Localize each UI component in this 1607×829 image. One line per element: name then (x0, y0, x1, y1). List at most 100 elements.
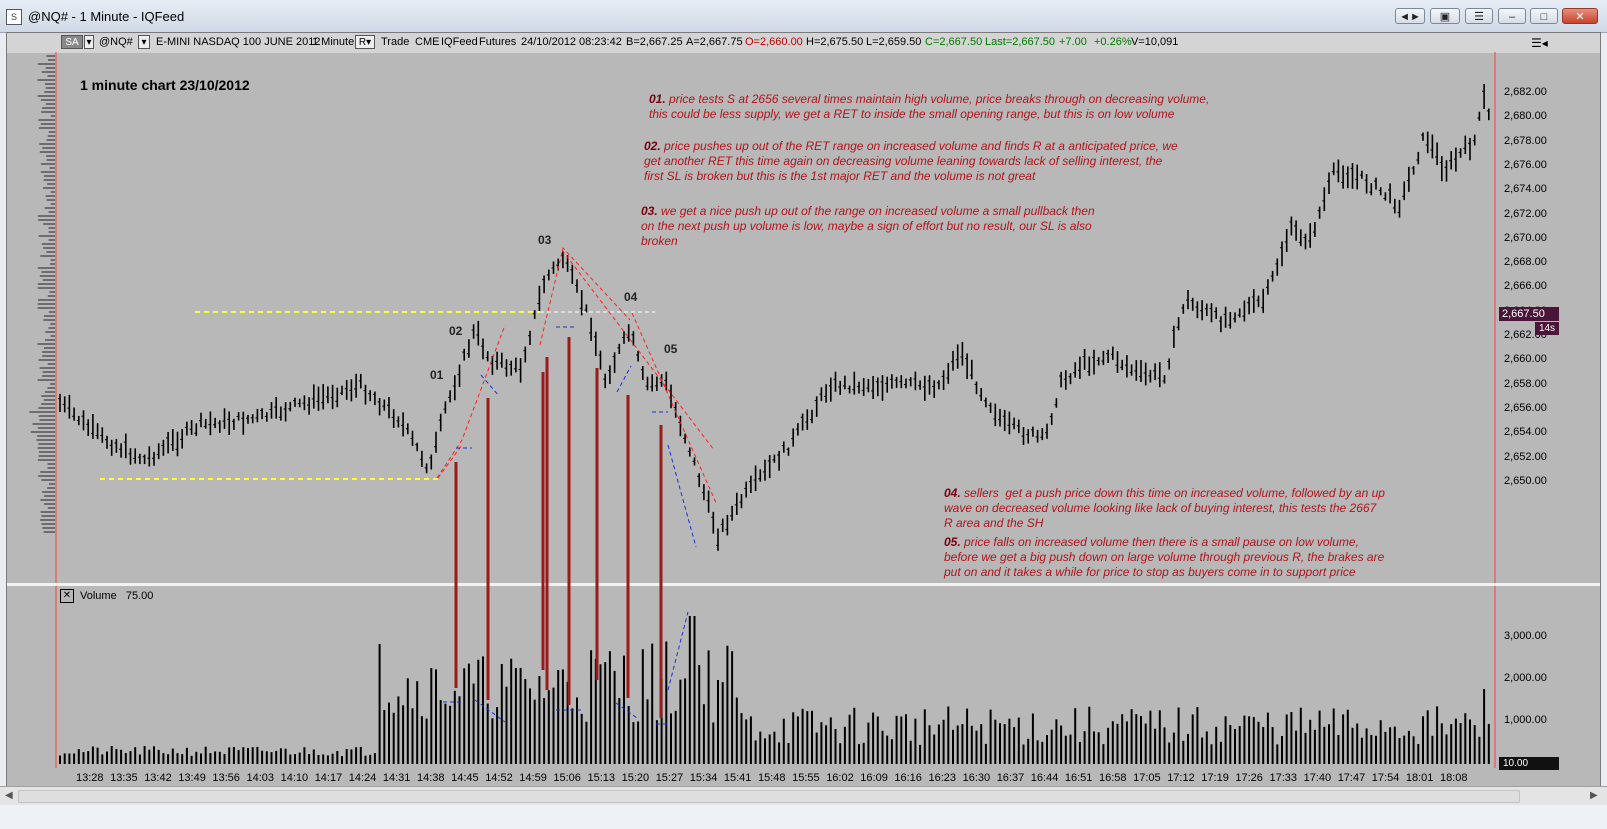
volume-bar (322, 754, 325, 764)
volume-bar (623, 655, 625, 764)
volume-bar (801, 708, 804, 764)
volume-bar (359, 746, 362, 764)
volume-bar (472, 683, 475, 764)
volume-bar (1323, 726, 1326, 764)
volume-bar (1130, 709, 1133, 764)
volume-bar (1060, 725, 1063, 764)
volume-bar (341, 756, 343, 764)
volume-bar (106, 751, 108, 764)
time-tick: 13:49 (178, 772, 206, 784)
window-menu-button[interactable]: ☰ (1465, 8, 1493, 24)
time-tick: 15:55 (792, 772, 820, 784)
panel-splitter (7, 583, 1600, 586)
volume-profile-bar (50, 263, 55, 265)
volume-bar (782, 718, 785, 764)
volume-bar (1299, 707, 1302, 764)
volume-bar (1158, 710, 1161, 764)
volume-bar (1201, 737, 1204, 764)
close-button[interactable]: ✕ (1562, 8, 1598, 24)
volume-bar (1290, 712, 1293, 764)
annotation-05: 05. price falls on increased volume then… (944, 535, 1385, 579)
volume-bar (345, 749, 348, 764)
volume-bar (895, 715, 898, 764)
close-panel-icon[interactable]: ✕ (60, 589, 74, 603)
volume-bar (378, 644, 381, 764)
volume-profile-bar (36, 439, 55, 441)
mode-dropdown-icon[interactable]: ▾ (84, 35, 94, 49)
volume-profile-bar (37, 379, 55, 381)
volume-profile-bar (48, 239, 55, 241)
volume-bar (764, 738, 766, 764)
volume-profile-bar (50, 259, 55, 261)
volume-bar (251, 747, 254, 764)
link-windows-button[interactable]: ◄► (1395, 8, 1425, 24)
volume-bar (1144, 723, 1147, 764)
volume-bar (73, 753, 76, 764)
volume-bar (646, 699, 649, 764)
volume-last-badge: 10.00 (1499, 757, 1559, 770)
volume-profile-bar (50, 335, 55, 337)
volume-profile-bar (37, 427, 55, 429)
volume-profile-bar (43, 531, 55, 533)
volume-bar (1064, 735, 1067, 764)
volume-bar (369, 754, 372, 764)
volume-bar (547, 690, 550, 764)
volume-bar (641, 649, 644, 764)
volume-profile-bar (42, 279, 55, 281)
panel-menu-icon[interactable]: ☰◂ (1531, 36, 1548, 50)
time-tick: 14:31 (382, 772, 411, 784)
volume-bar (731, 651, 734, 764)
minimize-button[interactable]: – (1498, 8, 1526, 24)
volume-profile-bar (42, 351, 55, 353)
volume-profile-bar (38, 119, 55, 121)
time-tick: 14:03 (246, 772, 275, 784)
scrollbar-thumb[interactable] (18, 790, 1520, 803)
time-tick: 17:26 (1235, 772, 1263, 784)
volume-profile-bar (39, 151, 55, 153)
price-tick: 2,672.00 (1504, 207, 1547, 220)
volume-bar (665, 641, 668, 764)
price-tick: 2,650.00 (1504, 474, 1547, 487)
volume-bar (167, 754, 170, 764)
quote-toolbar: SA ▾ @NQ# ▾ E-MINI NASDAQ 100 JUNE 2012 … (7, 33, 1600, 53)
last-price-badge: 2,667.50 (1499, 307, 1559, 321)
volume-bar (1459, 723, 1462, 764)
window-layout-button[interactable]: ▣ (1430, 8, 1460, 24)
scroll-left-icon[interactable]: ◀ (5, 790, 13, 801)
volume-bar (1078, 741, 1081, 764)
volume-bar (707, 650, 710, 764)
volume-profile-bar (50, 115, 55, 117)
volume-profile-bar (45, 195, 55, 197)
volume-bar (129, 751, 132, 764)
volume-bar (1046, 735, 1048, 764)
maximize-button[interactable]: □ (1530, 8, 1558, 24)
volume-bar (294, 754, 296, 764)
symbol-dropdown-icon[interactable]: ▾ (138, 35, 150, 49)
volume-profile-bar (44, 207, 55, 209)
volume-bar (124, 753, 127, 764)
volume-profile-bar (44, 315, 55, 317)
volume-bar (909, 740, 912, 764)
volume-profile-bar (42, 491, 55, 493)
mode-button[interactable]: SA (61, 35, 83, 49)
scroll-right-icon[interactable]: ▶ (1590, 790, 1598, 801)
volume-bar (416, 681, 419, 764)
volume-bar (261, 750, 264, 764)
bar-timer-badge: 14s (1535, 322, 1559, 335)
app-icon[interactable]: S (6, 9, 22, 25)
time-tick: 14:10 (280, 772, 309, 784)
r-button[interactable]: R▾ (355, 35, 375, 49)
volume-profile-bar (46, 155, 55, 157)
volume-bar (975, 730, 978, 764)
symbol-field[interactable]: @NQ# (99, 36, 133, 48)
interval-label[interactable]: 1 Minute (312, 36, 355, 48)
volume-bar (1422, 716, 1424, 764)
volume-bar (1276, 744, 1279, 764)
quote-time: 08:23:42 (579, 36, 622, 48)
volume-profile-bar (45, 331, 55, 333)
volume-bar (383, 710, 386, 764)
horizontal-scrollbar[interactable]: ◀ ▶ (0, 786, 1607, 805)
volume-bar (674, 710, 677, 764)
time-tick: 16:09 (860, 772, 888, 784)
